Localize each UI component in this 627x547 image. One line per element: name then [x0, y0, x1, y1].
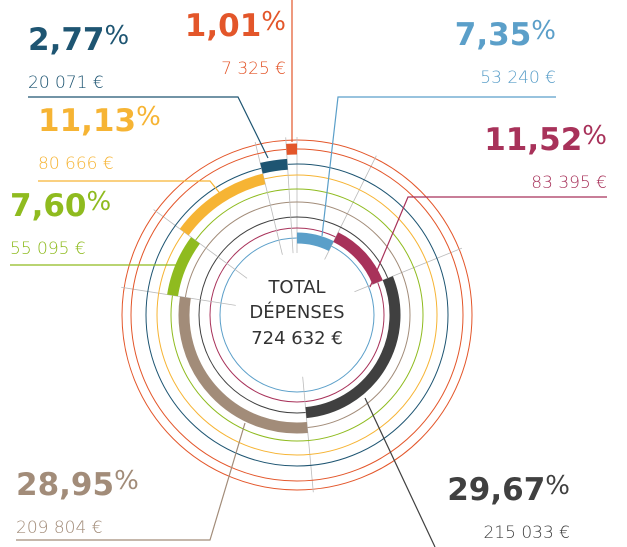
arc [296, 232, 334, 252]
spoke [285, 137, 294, 254]
percent-label: 7,35% [455, 16, 556, 53]
center-line: DÉPENSES [249, 301, 344, 323]
amount-label: 83 395 € [531, 173, 607, 193]
percent-label: 29,67% [447, 471, 570, 508]
amount-label: 209 804 € [16, 518, 103, 538]
arc [260, 158, 288, 174]
amount-label: 20 071 € [28, 73, 104, 93]
leader-line [28, 96, 269, 159]
center-total: 724 632 € [251, 328, 343, 349]
ring [209, 227, 385, 403]
arc [178, 296, 308, 434]
leader-line [16, 422, 246, 541]
ring [145, 163, 449, 467]
leader-line [321, 96, 556, 237]
arc [179, 173, 266, 236]
amount-label: 7 325 € [221, 59, 286, 79]
spoke [153, 209, 248, 279]
arc [167, 237, 200, 297]
amount-label: 53 240 € [480, 68, 556, 88]
ring [170, 188, 424, 442]
percent-label: 7,60% [10, 187, 111, 224]
center-line: TOTAL [267, 277, 325, 298]
amount-label: 80 666 € [38, 154, 114, 174]
arc [333, 232, 383, 285]
amount-label: 215 033 € [483, 523, 570, 543]
amount-label: 55 095 € [10, 239, 86, 259]
spoke [121, 286, 236, 306]
spoke [302, 376, 314, 493]
spoke [354, 247, 463, 293]
leader-line [38, 180, 223, 197]
percent-label: 11,52% [484, 121, 607, 158]
spoke [254, 141, 283, 255]
percent-label: 1,01% [185, 7, 286, 44]
percent-label: 28,95% [16, 466, 139, 503]
leader-line [369, 196, 607, 288]
arc [305, 276, 401, 419]
percent-label: 2,77% [28, 21, 129, 58]
leader-line [364, 397, 436, 547]
percent-label: 11,13% [38, 102, 161, 139]
ring [156, 174, 438, 456]
